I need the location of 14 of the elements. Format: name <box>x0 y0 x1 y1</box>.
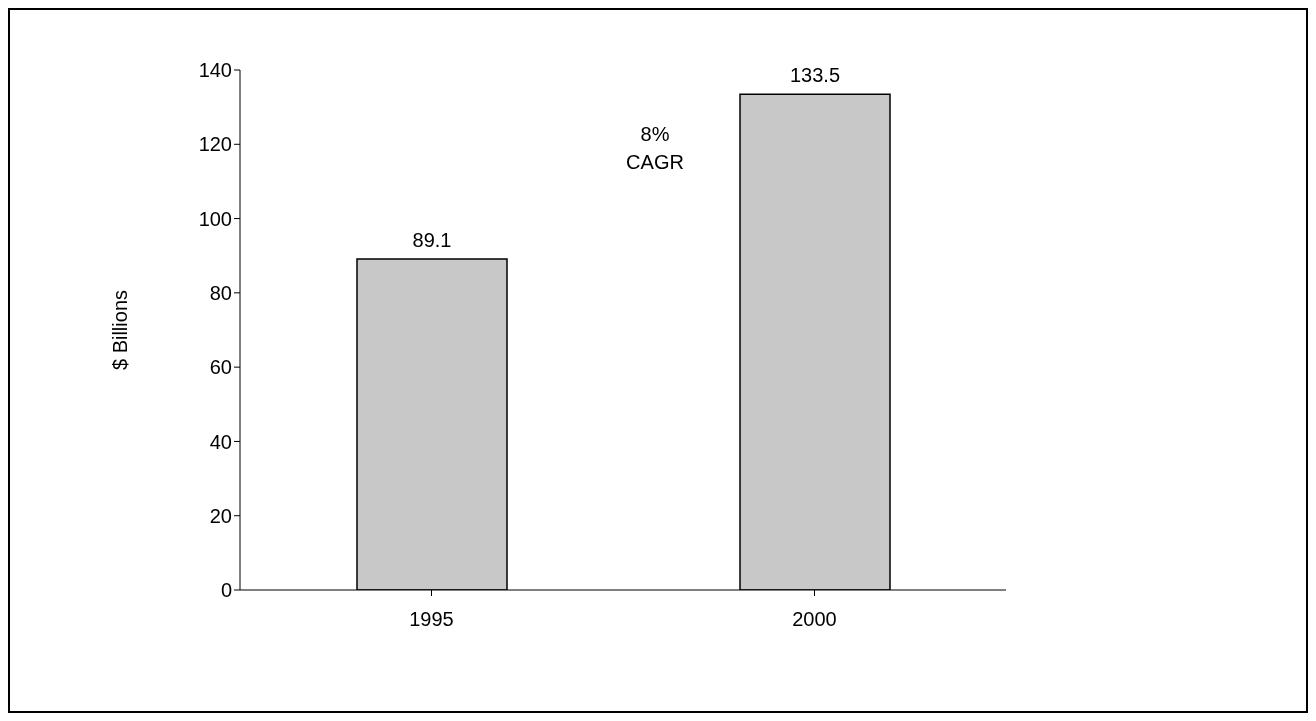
data-label: 133.5 <box>789 64 841 87</box>
y-tick-label: 140 <box>198 59 232 82</box>
y-tick-label: 80 <box>209 281 232 304</box>
y-axis-title: $ Billions <box>109 289 132 371</box>
y-tick-label: 120 <box>198 133 232 156</box>
annotation: 8% CAGR <box>625 122 685 175</box>
y-tick-label: 20 <box>209 504 232 527</box>
data-label: 89.1 <box>412 229 452 252</box>
y-tick-label: 40 <box>209 430 232 453</box>
x-tick-label: 1995 <box>409 608 454 631</box>
y-tick-label: 60 <box>209 356 232 379</box>
y-tick-label: 100 <box>198 207 232 230</box>
x-tick-label: 2000 <box>792 608 837 631</box>
y-tick-label: 0 <box>220 579 232 602</box>
